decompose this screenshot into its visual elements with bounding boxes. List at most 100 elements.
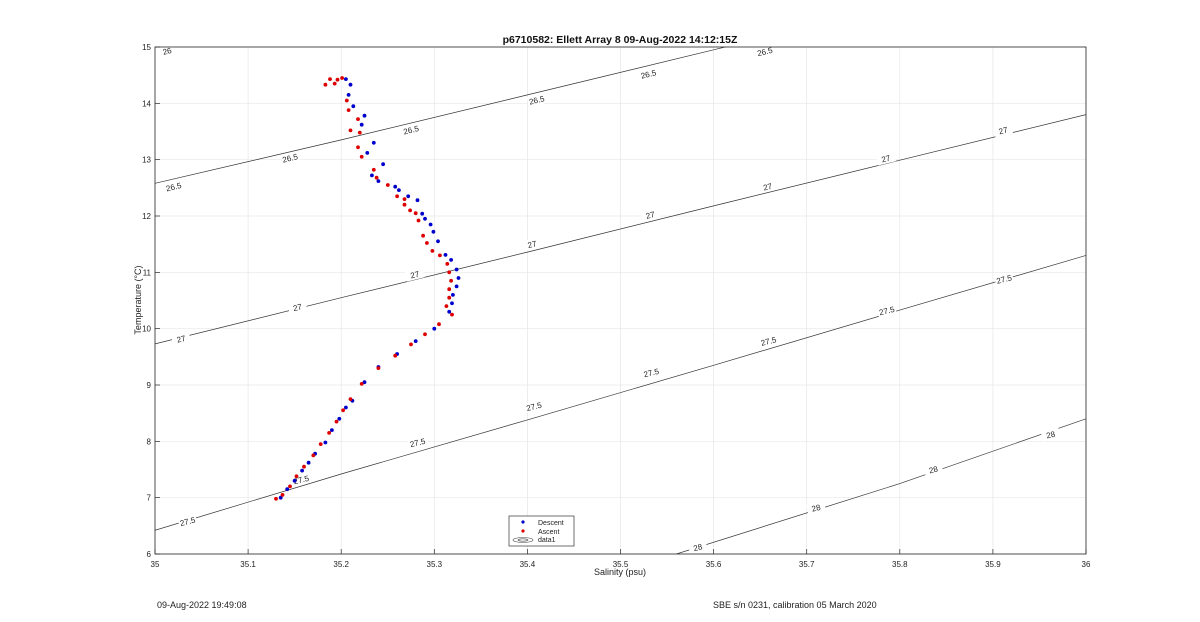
ascent-point — [395, 194, 399, 199]
contour-label-26.5: 26.5 — [165, 181, 183, 194]
x-tick-label: 35.3 — [427, 560, 443, 569]
descent-point — [449, 258, 453, 262]
descent-point — [456, 276, 461, 280]
descent-point — [359, 122, 364, 127]
descent-point — [393, 184, 398, 189]
descent-point — [292, 478, 297, 483]
descent-point — [443, 253, 448, 257]
ascent-point — [450, 312, 454, 317]
contour-label-27.5: 27.5 — [525, 401, 543, 414]
descent-point — [397, 188, 401, 193]
ascent-point — [430, 249, 435, 253]
descent-point — [323, 440, 328, 445]
contour-label-27: 27 — [881, 153, 892, 164]
descent-point — [278, 495, 283, 500]
contour-label-27.5: 27.5 — [878, 305, 896, 318]
legend-label-data1: data1 — [538, 537, 556, 544]
contour-label-bg — [994, 272, 1015, 287]
descent-point — [337, 416, 342, 421]
ascent-point — [327, 431, 331, 435]
descent-point — [344, 77, 348, 81]
contour-label-27: 27 — [762, 182, 773, 193]
descent-point — [362, 113, 367, 118]
descent-point — [423, 216, 427, 221]
ascent-point — [447, 287, 452, 292]
ascent-point — [413, 211, 418, 216]
ascent-point — [359, 154, 364, 159]
descent-point — [431, 229, 436, 234]
descent-point — [450, 301, 454, 306]
contour-label-bg — [923, 462, 944, 477]
chart-title: p6710582: Ellett Array 8 09-Aug-2022 14:… — [503, 34, 738, 46]
legend-label-ascent: Ascent — [538, 529, 559, 536]
ascent-point — [288, 484, 292, 489]
y-tick-label: 12 — [142, 212, 151, 221]
descent-point — [300, 468, 304, 473]
contour-label-bg — [287, 300, 308, 315]
ascent-point — [340, 76, 344, 80]
ascent-point — [449, 278, 453, 283]
ascent-point — [359, 382, 364, 386]
descent-point — [451, 293, 455, 297]
descent-point — [348, 82, 353, 87]
ascent-point — [280, 493, 285, 497]
descent-point — [454, 284, 459, 289]
ascent-point — [318, 442, 323, 446]
descent-point — [371, 140, 376, 145]
y-tick-label: 6 — [147, 550, 152, 559]
ascent-point — [348, 397, 353, 401]
contour-label-26.5: 26.5 — [403, 124, 421, 137]
ascent-point — [332, 81, 337, 86]
contour-line-27 — [155, 114, 1086, 345]
ascent-point — [416, 218, 421, 223]
contour-label-27: 27 — [176, 334, 187, 345]
ascent-point — [402, 197, 407, 202]
legend: Descent Ascent data1 — [508, 515, 575, 547]
descent-point — [415, 198, 420, 203]
ascent-point — [374, 175, 379, 180]
y-tick-label: 8 — [147, 437, 152, 446]
contour-label-bg — [401, 122, 421, 137]
ascent-point — [357, 130, 362, 135]
contour-line-26.5 — [155, 47, 727, 184]
legend-marker-descent — [521, 520, 525, 524]
contour-label-bg — [757, 179, 778, 194]
ascent-point — [348, 128, 353, 133]
ascent-point — [356, 117, 360, 121]
contour-label-28: 28 — [692, 542, 703, 553]
ascent-point — [302, 464, 306, 469]
contour-label-bg — [407, 435, 428, 450]
descent-point — [351, 104, 356, 109]
contour-label-27.5: 27.5 — [179, 515, 197, 528]
contour-label-27: 27 — [645, 210, 656, 221]
x-tick-label: 35 — [151, 560, 160, 569]
contour-label-bg — [157, 47, 178, 58]
ascent-point — [408, 208, 412, 213]
x-axis-label: Salinity (psu) — [594, 567, 646, 577]
contour-line-27.5 — [155, 255, 1086, 531]
contour-label-28: 28 — [811, 503, 822, 514]
contour-line-28 — [676, 418, 1086, 554]
y-tick-label: 15 — [142, 43, 151, 52]
x-tick-label: 35.2 — [333, 560, 349, 569]
ascent-point — [334, 419, 339, 424]
contour-label-bg — [280, 150, 300, 165]
x-tick-label: 35.5 — [613, 560, 629, 569]
contour-label-bg — [758, 334, 779, 349]
footer-calibration: SBE s/n 0231, calibration 05 March 2020 — [713, 600, 877, 610]
x-tick-label: 35.6 — [706, 560, 722, 569]
descent-point — [436, 239, 440, 244]
ascent-point — [409, 342, 413, 347]
ascent-point — [341, 408, 345, 413]
contour-label-bg — [640, 207, 661, 222]
contour-label-27.5: 27.5 — [760, 335, 778, 348]
contour-label-bg — [876, 303, 897, 318]
ascent-point — [376, 366, 381, 370]
descent-point — [370, 173, 374, 178]
ascent-point — [323, 82, 328, 87]
y-axis-label: Temperature (°C) — [133, 265, 143, 334]
descent-point — [306, 460, 311, 465]
legend-marker-data1-inner — [517, 538, 529, 542]
contour-label-26: 26 — [162, 46, 173, 57]
